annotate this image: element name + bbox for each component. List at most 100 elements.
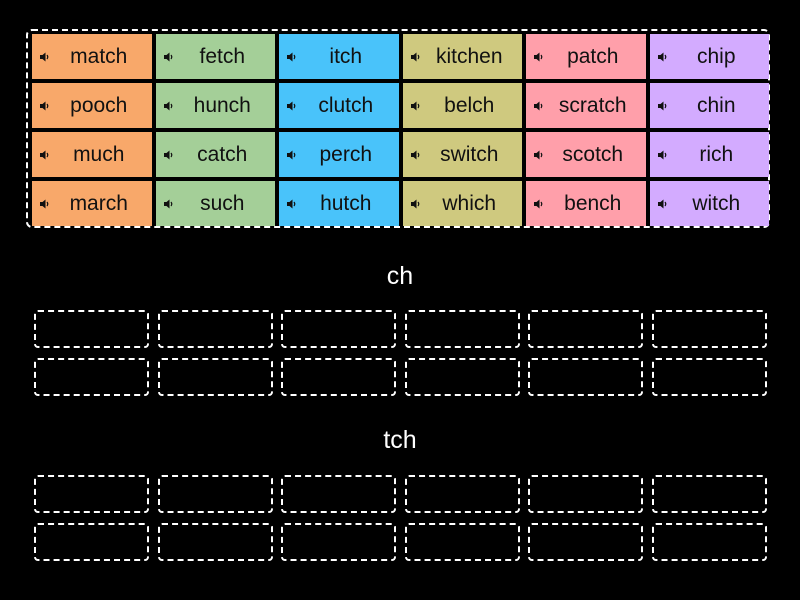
word-tile[interactable]: perch bbox=[279, 132, 399, 177]
word-tile[interactable]: hutch bbox=[279, 181, 399, 226]
group-heading-ch: ch bbox=[386, 262, 414, 290]
drop-slot[interactable] bbox=[281, 310, 397, 348]
word-tile[interactable]: scratch bbox=[526, 83, 646, 128]
word-label: fetch bbox=[199, 44, 246, 68]
word-tile[interactable]: chin bbox=[649, 83, 769, 128]
word-tile[interactable]: switch bbox=[402, 132, 522, 177]
word-tile[interactable]: march bbox=[32, 181, 152, 226]
drop-slot[interactable] bbox=[157, 523, 273, 561]
speaker-icon[interactable] bbox=[286, 51, 298, 63]
drop-slot[interactable] bbox=[157, 310, 273, 348]
drop-slot[interactable] bbox=[528, 358, 644, 396]
speaker-icon[interactable] bbox=[410, 100, 422, 112]
drop-slot[interactable] bbox=[404, 310, 520, 348]
word-tile[interactable]: such bbox=[155, 181, 275, 226]
word-label: clutch bbox=[318, 93, 374, 117]
word-label: march bbox=[69, 191, 128, 215]
tile-grid: match fetch itch kitchen patch chip pooch hunch… bbox=[32, 34, 769, 226]
drop-slot[interactable] bbox=[651, 358, 767, 396]
drop-slot[interactable] bbox=[651, 310, 767, 348]
word-tile[interactable]: witch bbox=[649, 181, 769, 226]
speaker-icon[interactable] bbox=[657, 198, 669, 210]
drop-slot[interactable] bbox=[651, 475, 767, 513]
speaker-icon[interactable] bbox=[410, 51, 422, 63]
drop-zone-tch bbox=[34, 475, 767, 561]
word-tile[interactable]: chip bbox=[649, 34, 769, 79]
word-label: such bbox=[200, 191, 245, 215]
drop-slot[interactable] bbox=[281, 475, 397, 513]
drop-slot[interactable] bbox=[281, 523, 397, 561]
drop-slot[interactable] bbox=[528, 310, 644, 348]
speaker-icon[interactable] bbox=[286, 198, 298, 210]
drop-slot[interactable] bbox=[157, 358, 273, 396]
word-tile[interactable]: itch bbox=[279, 34, 399, 79]
word-label: chin bbox=[696, 93, 736, 117]
drop-slot[interactable] bbox=[528, 523, 644, 561]
speaker-icon[interactable] bbox=[39, 149, 51, 161]
drop-zone-ch bbox=[34, 310, 767, 396]
word-label: witch bbox=[692, 191, 741, 215]
speaker-icon[interactable] bbox=[163, 51, 175, 63]
drop-slot[interactable] bbox=[281, 358, 397, 396]
word-tile[interactable]: rich bbox=[649, 132, 769, 177]
speaker-icon[interactable] bbox=[163, 149, 175, 161]
speaker-icon[interactable] bbox=[533, 198, 545, 210]
drop-slot[interactable] bbox=[404, 475, 520, 513]
speaker-icon[interactable] bbox=[39, 51, 51, 63]
speaker-icon[interactable] bbox=[657, 100, 669, 112]
word-label: belch bbox=[444, 93, 495, 117]
word-tile[interactable]: catch bbox=[155, 132, 275, 177]
word-label: bench bbox=[564, 191, 622, 215]
word-tile[interactable]: match bbox=[32, 34, 152, 79]
drop-slot[interactable] bbox=[34, 310, 149, 348]
drop-slot[interactable] bbox=[404, 523, 520, 561]
speaker-icon[interactable] bbox=[657, 51, 669, 63]
speaker-icon[interactable] bbox=[163, 198, 175, 210]
word-label: much bbox=[73, 142, 125, 166]
drop-slot[interactable] bbox=[528, 475, 644, 513]
word-label: catch bbox=[197, 142, 248, 166]
word-tile[interactable]: clutch bbox=[279, 83, 399, 128]
drop-slot[interactable] bbox=[404, 358, 520, 396]
word-label: patch bbox=[567, 44, 619, 68]
drop-slot[interactable] bbox=[157, 475, 273, 513]
word-label: kitchen bbox=[435, 44, 503, 68]
word-label: rich bbox=[699, 142, 734, 166]
word-label: switch bbox=[440, 142, 499, 166]
drop-slot[interactable] bbox=[651, 523, 767, 561]
speaker-icon[interactable] bbox=[163, 100, 175, 112]
speaker-icon[interactable] bbox=[533, 149, 545, 161]
drop-slot[interactable] bbox=[34, 523, 149, 561]
speaker-icon[interactable] bbox=[533, 100, 545, 112]
speaker-icon[interactable] bbox=[39, 198, 51, 210]
word-label: pooch bbox=[70, 93, 128, 117]
speaker-icon[interactable] bbox=[533, 51, 545, 63]
word-label: hutch bbox=[320, 191, 372, 215]
word-label: hunch bbox=[193, 93, 251, 117]
speaker-icon[interactable] bbox=[286, 100, 298, 112]
word-tile[interactable]: fetch bbox=[155, 34, 275, 79]
speaker-icon[interactable] bbox=[39, 100, 51, 112]
drop-slot[interactable] bbox=[34, 475, 149, 513]
word-tile[interactable]: much bbox=[32, 132, 152, 177]
word-tile[interactable]: pooch bbox=[32, 83, 152, 128]
word-label: scratch bbox=[558, 93, 627, 117]
word-label: itch bbox=[329, 44, 363, 68]
word-tile[interactable]: scotch bbox=[526, 132, 646, 177]
word-label: which bbox=[442, 191, 497, 215]
group-heading-tch: tch bbox=[383, 426, 417, 454]
word-tile[interactable]: hunch bbox=[155, 83, 275, 128]
speaker-icon[interactable] bbox=[410, 198, 422, 210]
word-tile[interactable]: bench bbox=[526, 181, 646, 226]
speaker-icon[interactable] bbox=[410, 149, 422, 161]
word-tile[interactable]: patch bbox=[526, 34, 646, 79]
speaker-icon[interactable] bbox=[286, 149, 298, 161]
tile-bank bbox=[26, 29, 770, 228]
word-tile[interactable]: kitchen bbox=[402, 34, 522, 79]
word-label: scotch bbox=[562, 142, 624, 166]
word-label: match bbox=[70, 44, 128, 68]
word-tile[interactable]: belch bbox=[402, 83, 522, 128]
speaker-icon[interactable] bbox=[657, 149, 669, 161]
drop-slot[interactable] bbox=[34, 358, 149, 396]
word-tile[interactable]: which bbox=[402, 181, 522, 226]
